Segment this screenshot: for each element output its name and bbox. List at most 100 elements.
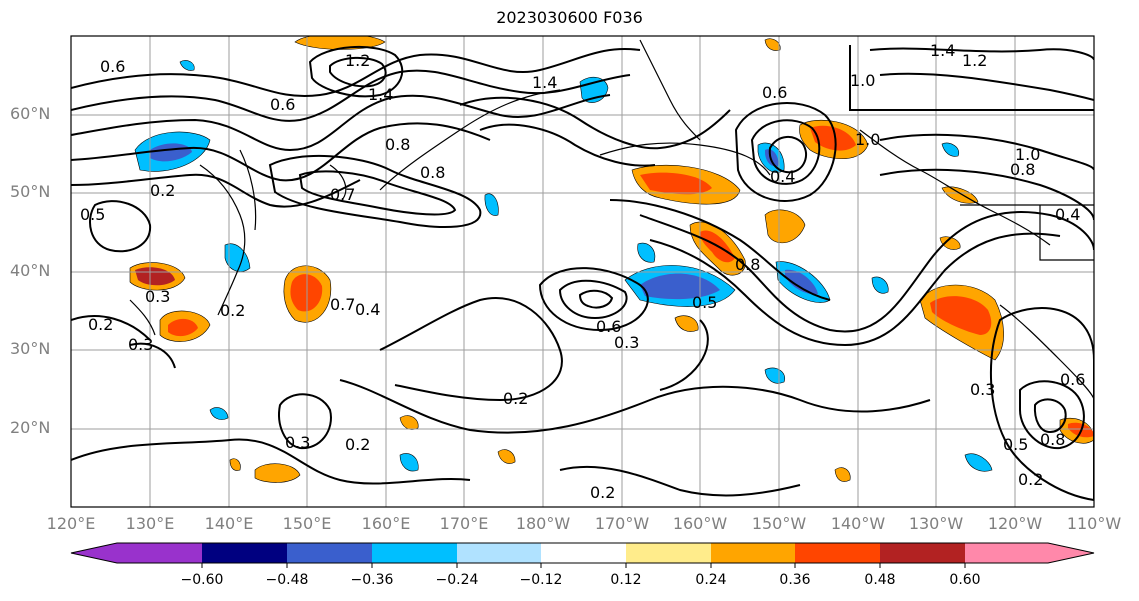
contour-label: 0.8	[1040, 430, 1065, 449]
shade-positive	[640, 172, 712, 195]
colorbar-bin	[287, 543, 372, 563]
contour-label: 0.8	[1010, 160, 1035, 179]
shade-negative	[224, 243, 251, 272]
lat-label: 40°N	[10, 261, 51, 280]
colorbar-tick-label: −0.12	[519, 572, 563, 588]
contour-label: 0.2	[1018, 470, 1043, 489]
contour-line	[1019, 380, 1085, 450]
lon-label: 140°E	[204, 514, 254, 533]
contour-label: 0.6	[270, 95, 295, 114]
coastline	[129, 299, 156, 336]
lon-label: 170°W	[594, 514, 650, 533]
colorbar-tick-label: 0.48	[864, 572, 896, 588]
shade-positive	[290, 274, 323, 312]
colorbar-bin	[880, 543, 965, 563]
contour-label: 1.0	[1015, 145, 1040, 164]
shade-positive	[168, 318, 198, 337]
contour-line	[459, 96, 731, 150]
lat-label: 30°N	[10, 339, 51, 358]
colorbar-bin	[626, 543, 711, 563]
contour-label: 1.0	[855, 130, 880, 149]
coastline-layer	[129, 39, 1094, 401]
lat-label: 50°N	[10, 182, 51, 201]
colorbar-tick-label: −0.48	[265, 572, 309, 588]
contour-label: 0.6	[596, 317, 621, 336]
contour-label: 0.7	[330, 185, 355, 204]
contour-label: 0.4	[355, 300, 380, 319]
contour-label: 0.2	[503, 389, 528, 408]
graticule	[71, 36, 1094, 507]
contour-line	[879, 72, 1094, 101]
contour-line	[750, 119, 821, 185]
contour-label: 0.5	[80, 205, 105, 224]
colorbar-tick-label: 0.12	[610, 572, 642, 588]
shade-positive	[497, 449, 516, 464]
shade-negative	[765, 149, 779, 167]
contour-line	[849, 45, 1094, 111]
colorbar-tick-label: −0.24	[435, 572, 479, 588]
contour-line	[879, 133, 1094, 171]
contour-label: 0.3	[128, 335, 153, 354]
shade-positive	[674, 315, 699, 332]
contour-label: 0.8	[385, 135, 410, 154]
contour-label: 1.4	[368, 85, 393, 104]
lon-label: 180°W	[515, 514, 571, 533]
shade-negative	[964, 453, 993, 472]
map-frame	[70, 35, 1095, 508]
contour-line	[379, 297, 563, 402]
contour-line	[268, 154, 482, 228]
shade-positive	[764, 209, 806, 244]
colorbar-bin	[965, 543, 1048, 563]
contour-line	[1033, 398, 1067, 434]
contour-label: 1.2	[962, 51, 987, 70]
contour-line	[308, 45, 404, 98]
contour-line	[71, 94, 611, 152]
shade-positive	[254, 463, 301, 483]
coastline	[999, 304, 1094, 401]
coastline	[1039, 205, 1094, 261]
shade-negative	[179, 60, 195, 71]
lon-label: 160°W	[672, 514, 728, 533]
contour-label: 0.3	[970, 380, 995, 399]
contour-label: 1.4	[930, 41, 955, 60]
colorbar-bin	[202, 543, 287, 563]
contour-line	[71, 48, 641, 97]
contour-label: 0.3	[145, 287, 170, 306]
contour-label: 1.2	[345, 51, 370, 70]
contour-line	[578, 289, 614, 309]
contour-label: 0.2	[150, 181, 175, 200]
coastline	[379, 89, 561, 191]
colorbar-tick-label: 0.36	[779, 572, 811, 588]
lon-label: 130°W	[908, 514, 964, 533]
shade-negative	[764, 367, 786, 384]
contour-label: 0.4	[770, 167, 795, 186]
shade-positive	[834, 467, 851, 482]
contour-label: 0.2	[345, 435, 370, 454]
contour-label: 0.3	[285, 433, 310, 452]
colorbar-tick-label: 0.60	[949, 572, 981, 588]
contour-label: 0.8	[420, 163, 445, 182]
contour-line	[339, 379, 931, 434]
contour-line	[71, 122, 491, 182]
colorbar-bin	[541, 543, 626, 563]
colorbar	[70, 542, 1095, 568]
shade-negative	[209, 407, 229, 420]
contour-line	[659, 319, 709, 391]
contour-line	[538, 267, 649, 332]
lon-label: 150°E	[282, 514, 332, 533]
shade-positive	[764, 38, 781, 51]
contour-line	[329, 56, 387, 88]
shade-positive	[810, 125, 856, 151]
contour-line	[129, 342, 176, 369]
shade-positive	[229, 458, 241, 471]
contour-label: 0.7	[330, 295, 355, 314]
contour-line	[558, 279, 628, 320]
lat-label: 60°N	[10, 104, 51, 123]
colorbar-tick-label: −0.36	[350, 572, 394, 588]
lon-label: 120°W	[987, 514, 1043, 533]
contour-label: 0.2	[88, 315, 113, 334]
contour-line	[298, 170, 457, 216]
contour-line	[768, 136, 807, 174]
lon-label: 140°W	[830, 514, 886, 533]
